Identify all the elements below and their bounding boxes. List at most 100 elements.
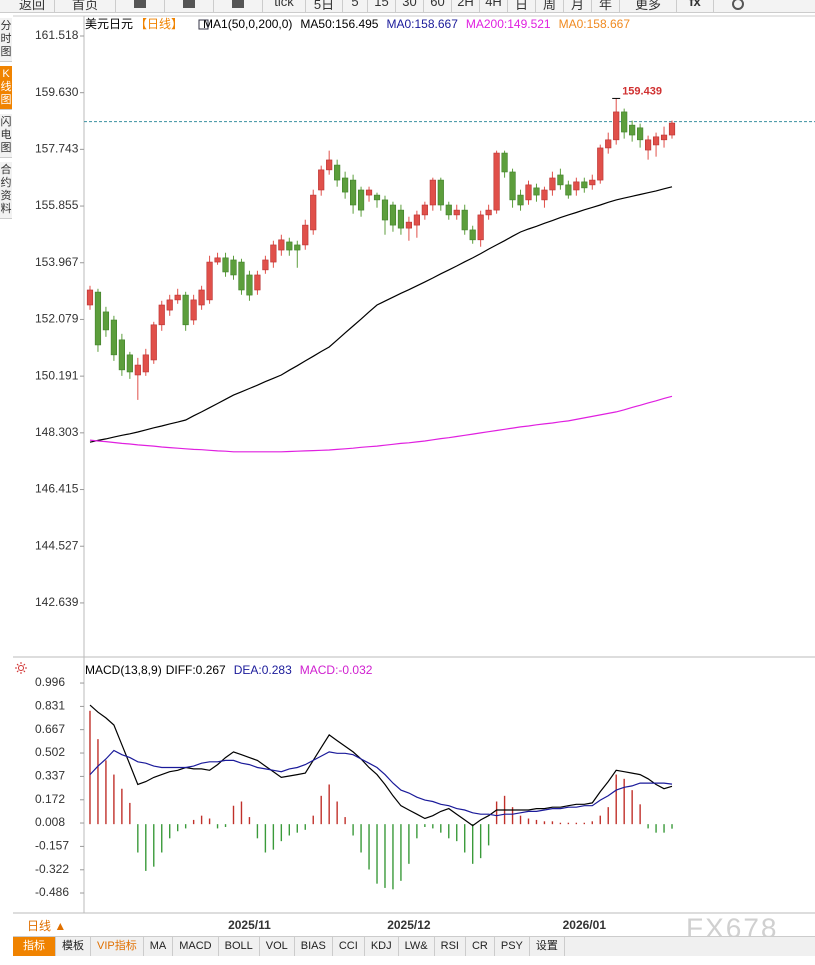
candle-body: [310, 194, 317, 231]
candle-body: [357, 189, 365, 211]
candle-body: [373, 194, 381, 201]
period-button[interactable]: 30: [402, 0, 417, 9]
legend-entry: MACD:-0.032: [300, 663, 373, 677]
period-button[interactable]: 月: [570, 0, 584, 12]
candle-body: [589, 179, 596, 186]
candle-body: [270, 244, 277, 263]
indicator-tab[interactable]: 指标: [13, 937, 56, 956]
candle-body: [126, 354, 133, 373]
icon-button[interactable]: [134, 0, 146, 8]
y-tick-label: 159.630: [35, 85, 79, 99]
y-tick-label: 157.743: [35, 142, 79, 156]
candle-body: [118, 339, 125, 371]
candle-body: [286, 241, 293, 251]
sidebar-tab[interactable]: 分时图: [0, 18, 12, 62]
indicator-tab[interactable]: CR: [466, 937, 495, 956]
period-button[interactable]: 15: [374, 0, 389, 9]
candle-body: [174, 294, 181, 301]
candle-body: [613, 111, 620, 141]
candle-body: [405, 221, 412, 229]
y-tick-label: 161.518: [35, 28, 79, 42]
legend-entry: MA0:158.667: [559, 17, 631, 31]
indicator-tab[interactable]: 模板: [56, 937, 91, 956]
period-button[interactable]: 4H: [485, 0, 502, 9]
x-tick-label: 2025/11: [228, 918, 271, 932]
indicator-tab[interactable]: MA: [144, 937, 174, 956]
period-button[interactable]: 60: [430, 0, 445, 9]
candle-body: [397, 209, 405, 229]
separator: [591, 0, 592, 12]
candle-body: [278, 239, 285, 251]
candle-body: [469, 229, 476, 241]
indicator-tab[interactable]: 设置: [530, 937, 565, 956]
sidebar-tab[interactable]: 闪电图: [0, 114, 12, 158]
y-tick-label: 155.855: [35, 198, 79, 212]
period-button[interactable]: 周: [542, 0, 556, 12]
indicator-tab[interactable]: RSI: [435, 937, 466, 956]
y-tick-label: 0.502: [35, 745, 65, 759]
sidebar-tab[interactable]: 合约资料: [0, 162, 12, 219]
indicator-tab[interactable]: BOLL: [219, 937, 260, 956]
indicator-tab[interactable]: LW&: [399, 937, 435, 956]
indicator-tab[interactable]: KDJ: [365, 937, 399, 956]
candle-body: [342, 177, 349, 193]
candle-body: [660, 134, 668, 141]
indicator-tab[interactable]: VOL: [260, 937, 295, 956]
period-button[interactable]: 年: [598, 0, 612, 12]
candle-body: [246, 274, 253, 296]
separator: [479, 0, 480, 12]
period-button[interactable]: tick: [274, 0, 294, 9]
candle-body: [493, 152, 500, 211]
y-tick-label: -0.486: [35, 885, 69, 899]
candle-body: [421, 204, 428, 216]
period-switch[interactable]: 日线 ▲: [27, 919, 66, 933]
candle-body: [533, 187, 540, 196]
candle-body: [150, 324, 157, 361]
icon-button[interactable]: [232, 0, 244, 8]
period-button[interactable]: 5日: [313, 0, 335, 12]
indicator-tab[interactable]: MACD: [173, 937, 219, 956]
separator: [164, 0, 165, 12]
sidebar-tab[interactable]: K线图: [0, 66, 12, 110]
candle-body: [302, 224, 309, 246]
indicator-tab[interactable]: BIAS: [295, 937, 333, 956]
indicator-tab[interactable]: CCI: [333, 937, 365, 956]
x-tick-label: 2025/12: [387, 918, 431, 932]
toolbar-button[interactable]: 更多: [634, 0, 661, 12]
legend-entry: MA50:156.495: [300, 17, 378, 31]
period-button[interactable]: 5: [351, 0, 359, 9]
y-tick-label: 0.667: [35, 722, 65, 736]
indicator-tab[interactable]: VIP指标: [91, 937, 144, 956]
candle-body: [429, 179, 436, 206]
candle-body: [102, 311, 110, 331]
period-button[interactable]: 2H: [457, 0, 474, 9]
separator: [563, 0, 564, 12]
indicator-tab[interactable]: PSY: [495, 937, 530, 956]
toolbar-button[interactable]: fx: [689, 0, 701, 9]
y-tick-label: 150.191: [35, 368, 79, 382]
search-button[interactable]: [732, 0, 744, 10]
y-tick-label: 0.996: [35, 675, 65, 689]
indicator-bar: 指标 模板 VIP指标 MA MACD BOLL VOL BIAS CCI KDJ LW& RSI CR…: [13, 936, 815, 956]
period-button[interactable]: 日: [514, 0, 528, 12]
candle-body: [294, 244, 301, 251]
separator: [507, 0, 508, 12]
candle-body: [389, 204, 397, 226]
candle-body: [517, 194, 524, 206]
toolbar-button[interactable]: 返回: [18, 0, 45, 12]
legend-entry: DIFF:0.267: [166, 663, 226, 677]
candle-body: [166, 299, 173, 311]
y-tick-label: 0.172: [35, 792, 65, 806]
candle-body: [326, 159, 333, 171]
toolbar-button[interactable]: 首页: [71, 0, 98, 12]
candle-body: [94, 291, 102, 346]
candle-body: [262, 259, 269, 271]
candle-body: [621, 111, 628, 133]
icon-button[interactable]: [183, 0, 195, 8]
sidebar: 分时图 K线图闪电图合约资料: [0, 18, 12, 223]
macd-line: [89, 704, 673, 827]
candle-body: [501, 152, 508, 173]
macd-icon: [15, 662, 27, 674]
